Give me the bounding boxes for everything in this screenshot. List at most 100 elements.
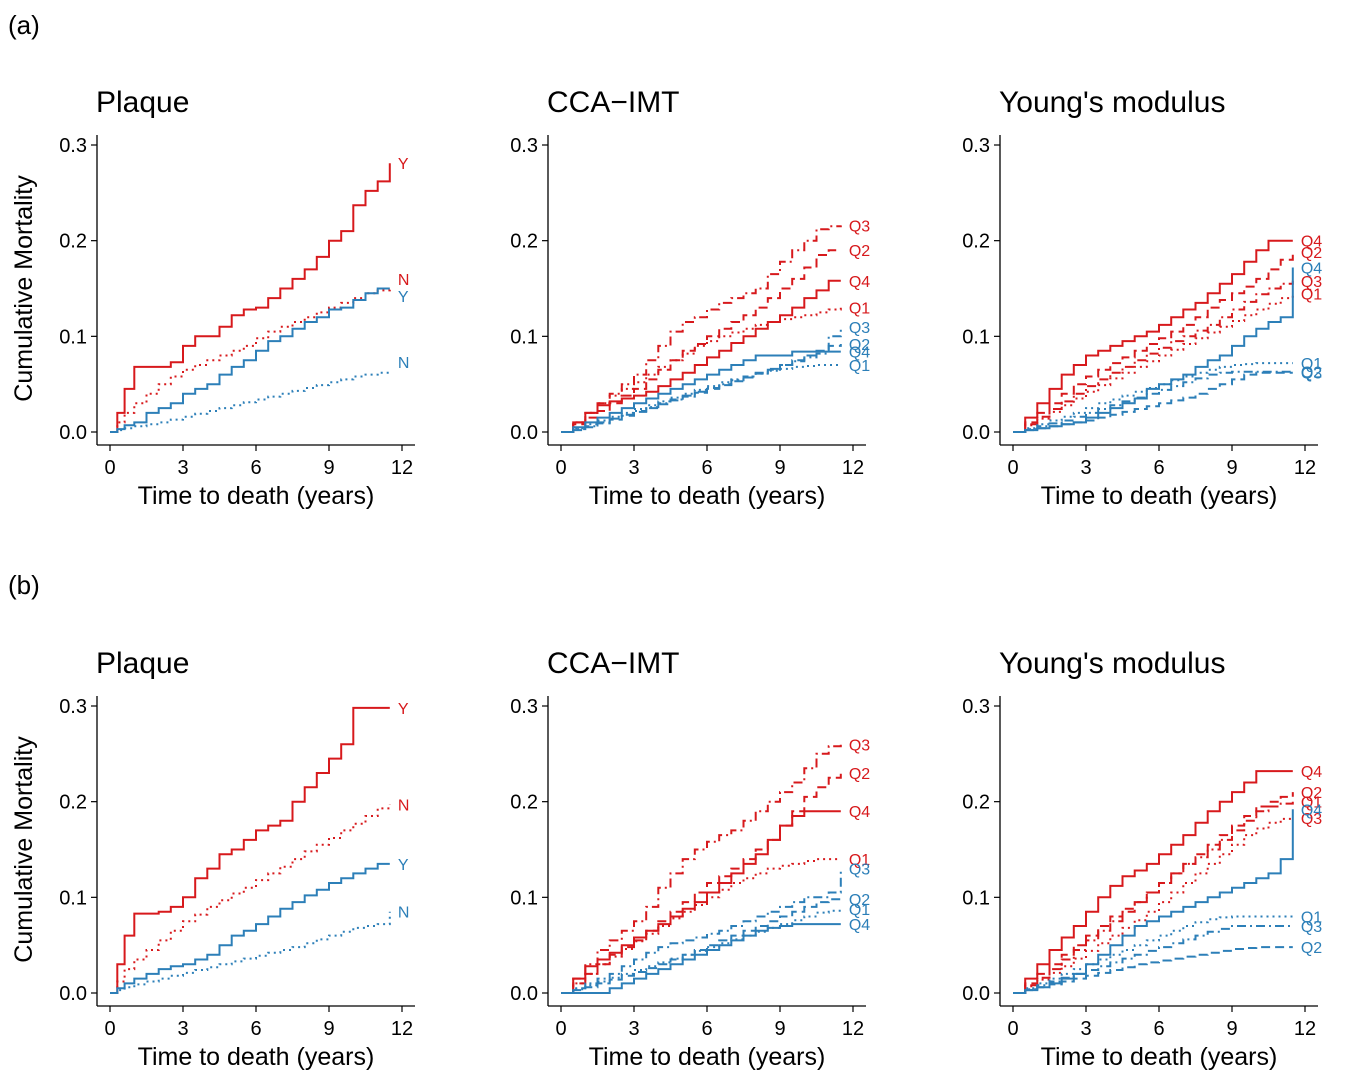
chart-2-series-4-label: Q4 xyxy=(1301,260,1322,277)
chart-0-xtick-label-2: 6 xyxy=(250,457,261,479)
chart-5-xtick-label-1: 3 xyxy=(1080,1018,1091,1040)
chart-1-xtick-label-2: 6 xyxy=(701,457,712,479)
chart-5-series-5-line xyxy=(1013,915,1293,994)
chart-1-series-5-line xyxy=(561,344,842,433)
chart-5-series-7-label: Q2 xyxy=(1301,940,1322,957)
chart-1-series-6-label: Q4 xyxy=(849,345,870,362)
chart-5-xlabel: Time to death (years) xyxy=(1041,1043,1278,1071)
chart-3-ytick-label-1: 0.1 xyxy=(59,887,87,909)
chart-5-series-0-label: Q4 xyxy=(1301,764,1322,781)
chart-0-xtick-label-4: 12 xyxy=(391,457,413,479)
chart-5: Young's modulus 0.0 0.1 0.2 0.3 0 3 6 9 12 Time to… xyxy=(962,647,1322,1071)
chart-3-series-2-label: Y xyxy=(398,857,409,874)
chart-5-ytick-label-1: 0.1 xyxy=(962,887,990,909)
chart-0-series-1-line xyxy=(110,288,391,433)
chart-1-ytick-label-2: 0.2 xyxy=(510,231,538,253)
chart-0-xlabel: Time to death (years) xyxy=(138,482,375,510)
chart-4-series-6-line xyxy=(561,908,842,994)
chart-5-series-7-line xyxy=(1013,946,1293,994)
chart-4-xtick-label-2: 6 xyxy=(701,1018,712,1040)
chart-2-series-0-label: Q4 xyxy=(1301,234,1322,251)
chart-3-xtick-label-2: 6 xyxy=(250,1018,261,1040)
chart-3-series-2-line xyxy=(110,862,390,994)
chart-2-xtick-label-0: 0 xyxy=(1007,457,1018,479)
chart-1-series-1-label: Q2 xyxy=(849,243,870,260)
chart-4-series-6-label: Q1 xyxy=(849,902,870,919)
chart-0-title: Plaque xyxy=(96,86,189,119)
chart-3-ytick-label-2: 0.2 xyxy=(59,792,87,814)
chart-4-series-2-label: Q4 xyxy=(849,804,870,821)
chart-4-ytick-label-0: 0.0 xyxy=(510,983,538,1005)
chart-5-xtick-label-2: 6 xyxy=(1153,1018,1164,1040)
chart-4-xlabel: Time to death (years) xyxy=(589,1043,826,1071)
chart-1-xtick-label-3: 9 xyxy=(774,457,785,479)
chart-5-ytick-label-0: 0.0 xyxy=(962,983,990,1005)
chart-4-series-4-line xyxy=(561,868,842,994)
chart-1-series-3-line xyxy=(561,307,842,433)
chart-1-series-0-line xyxy=(561,225,842,433)
chart-1-xtick-label-1: 3 xyxy=(628,457,639,479)
chart-0-ytick-label-0: 0.0 xyxy=(59,422,87,444)
chart-4-xtick-label-1: 3 xyxy=(628,1018,639,1040)
chart-1-series-0-label: Q3 xyxy=(849,218,870,235)
chart-5-series-6-line xyxy=(1013,925,1293,994)
chart-4-title: CCA−IMT xyxy=(547,647,680,680)
chart-5-series-3-label: Q3 xyxy=(1301,811,1322,828)
chart-1-ytick-label-3: 0.3 xyxy=(510,135,538,157)
chart-3-series-3-label: N xyxy=(398,905,410,922)
chart-1-series-7-label: Q1 xyxy=(849,358,870,375)
chart-1-xtick-label-4: 12 xyxy=(842,457,864,479)
chart-2: Young's modulus 0.0 0.1 0.2 0.3 0 3 6 9 12 Time to… xyxy=(962,86,1322,510)
panel-label-a: (a) xyxy=(8,10,40,40)
chart-0-series-2-label: Y xyxy=(398,289,409,306)
chart-3-series-1-label: N xyxy=(398,798,410,815)
chart-2-series-5-label: Q1 xyxy=(1301,356,1322,373)
chart-3-xtick-label-3: 9 xyxy=(323,1018,334,1040)
chart-3-xtick-label-0: 0 xyxy=(104,1018,115,1040)
chart-5-series-0-line xyxy=(1013,770,1293,994)
chart-5-series-6-label: Q3 xyxy=(1301,919,1322,936)
chart-5-series-4-label: Q4 xyxy=(1301,802,1322,819)
chart-0-xtick-label-3: 9 xyxy=(323,457,334,479)
chart-4-series-4-label: Q3 xyxy=(849,862,870,879)
chart-1-series-7-line xyxy=(561,364,841,433)
chart-0-series-0-label: Y xyxy=(398,156,409,173)
chart-4-xtick-label-3: 9 xyxy=(774,1018,785,1040)
chart-3-xlabel: Time to death (years) xyxy=(138,1043,375,1071)
chart-1-xtick-label-0: 0 xyxy=(555,457,566,479)
chart-3-series-3-line xyxy=(110,911,391,994)
chart-0: Plaque 0.0 0.1 0.2 0.3 0 3 6 9 12 Time to death (y… xyxy=(10,86,415,510)
chart-3-ytick-label-0: 0.0 xyxy=(59,983,87,1005)
chart-2-series-3-label: Q1 xyxy=(1301,286,1322,303)
chart-4-series-2-line xyxy=(561,810,841,994)
chart-0-ylabel: Cumulative Mortality xyxy=(10,175,38,402)
chart-5-ytick-label-2: 0.2 xyxy=(962,792,990,814)
chart-3-series-0-line xyxy=(110,706,390,994)
chart-1-title: CCA−IMT xyxy=(547,86,680,119)
chart-0-ytick-label-3: 0.3 xyxy=(59,135,87,157)
chart-0-ytick-label-1: 0.1 xyxy=(59,326,87,348)
chart-4: CCA−IMT 0.0 0.1 0.2 0.3 0 3 6 9 12 Time to death (… xyxy=(510,647,870,1071)
chart-2-series-6-line xyxy=(1013,370,1293,433)
chart-4-series-7-label: Q4 xyxy=(849,917,870,934)
chart-2-series-1-line xyxy=(1013,252,1294,433)
chart-2-xlabel: Time to death (years) xyxy=(1041,482,1278,510)
chart-3-series-0-label: Y xyxy=(398,701,409,718)
chart-4-series-5-line xyxy=(561,898,841,994)
chart-5-series-2-line xyxy=(1013,801,1294,994)
chart-2-ytick-label-3: 0.3 xyxy=(962,135,990,157)
chart-5-series-1-line xyxy=(1013,792,1294,994)
chart-1: CCA−IMT 0.0 0.1 0.2 0.3 0 3 6 9 12 Time to death (… xyxy=(510,86,870,510)
chart-4-series-3-line xyxy=(561,858,841,994)
chart-3: Plaque 0.0 0.1 0.2 0.3 0 3 6 9 12 Time to death (y… xyxy=(10,647,415,1071)
chart-3-xtick-label-4: 12 xyxy=(391,1018,413,1040)
chart-4-series-7-line xyxy=(561,923,841,994)
chart-3-series-1-line xyxy=(110,804,391,994)
chart-3-title: Plaque xyxy=(96,647,189,680)
chart-2-title: Young's modulus xyxy=(999,86,1225,119)
chart-4-series-0-label: Q3 xyxy=(849,737,870,754)
chart-2-series-7-label: Q3 xyxy=(1301,366,1322,383)
chart-2-xtick-label-4: 12 xyxy=(1294,457,1316,479)
chart-1-series-3-label: Q1 xyxy=(849,301,870,318)
